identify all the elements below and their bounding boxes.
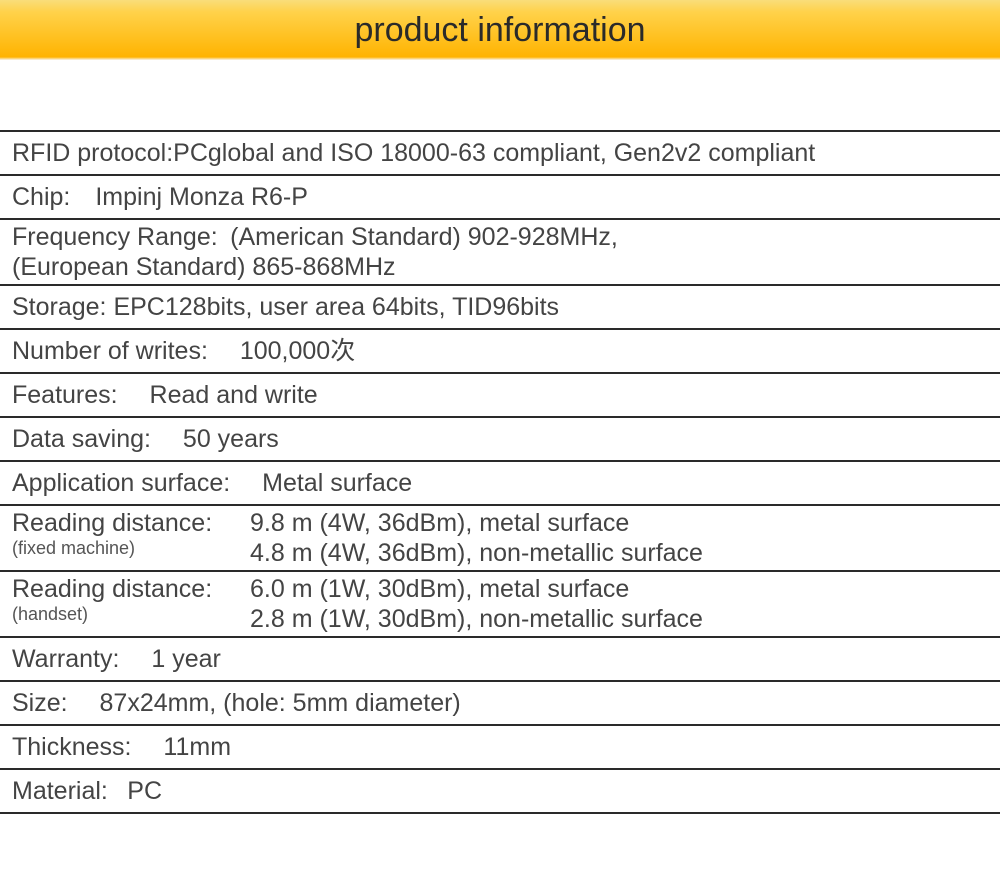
table-row: Reading distance: (handset) 6.0 m (1W, 3…	[0, 570, 1000, 636]
header-banner: product information	[0, 0, 1000, 60]
row-text: Features: Read and write	[12, 381, 318, 409]
row-value1: 9.8 m (4W, 36dBm), metal surface	[250, 508, 703, 538]
row-text: Chip: Impinj Monza R6-P	[12, 183, 308, 211]
row-sublabel: (handset)	[12, 604, 242, 626]
table-row: Frequency Range: (American Standard) 902…	[0, 218, 1000, 284]
row-line2: (European Standard) 865-868MHz	[12, 252, 988, 282]
table-row: Thickness: 11mm	[0, 724, 1000, 768]
table-row: Application surface: Metal surface	[0, 460, 1000, 504]
row-value2: 2.8 m (1W, 30dBm), non-metallic surface	[250, 604, 703, 634]
table-row: Reading distance: (fixed machine) 9.8 m …	[0, 504, 1000, 570]
row-label: Reading distance:	[12, 508, 242, 538]
spec-table: RFID protocol:PCglobal and ISO 18000-63 …	[0, 130, 1000, 814]
row-text: Size: 87x24mm, (hole: 5mm diameter)	[12, 689, 461, 717]
row-text: Number of writes: 100,000次	[12, 337, 355, 365]
row-text: Material: PC	[12, 777, 162, 805]
row-line1: Frequency Range: (American Standard) 902…	[12, 222, 988, 252]
row-text: RFID protocol:PCglobal and ISO 18000-63 …	[12, 139, 815, 167]
table-row: Warranty: 1 year	[0, 636, 1000, 680]
row-text: Warranty: 1 year	[12, 645, 221, 673]
table-row: Storage: EPC128bits, user area 64bits, T…	[0, 284, 1000, 328]
row-text: Data saving: 50 years	[12, 425, 279, 453]
row-text: Thickness: 11mm	[12, 733, 231, 761]
table-row: Material: PC	[0, 768, 1000, 814]
table-row: Chip: Impinj Monza R6-P	[0, 174, 1000, 218]
table-row: Number of writes: 100,000次	[0, 328, 1000, 372]
row-value1: 6.0 m (1W, 30dBm), metal surface	[250, 574, 703, 604]
row-sublabel: (fixed machine)	[12, 538, 242, 560]
table-row: Features: Read and write	[0, 372, 1000, 416]
row-label: Reading distance:	[12, 574, 242, 604]
table-row: Data saving: 50 years	[0, 416, 1000, 460]
table-row: Size: 87x24mm, (hole: 5mm diameter)	[0, 680, 1000, 724]
row-text: Storage: EPC128bits, user area 64bits, T…	[12, 293, 559, 321]
row-value2: 4.8 m (4W, 36dBm), non-metallic surface	[250, 538, 703, 568]
row-text: Application surface: Metal surface	[12, 469, 412, 497]
page-title: product information	[354, 11, 645, 50]
table-row: RFID protocol:PCglobal and ISO 18000-63 …	[0, 130, 1000, 174]
